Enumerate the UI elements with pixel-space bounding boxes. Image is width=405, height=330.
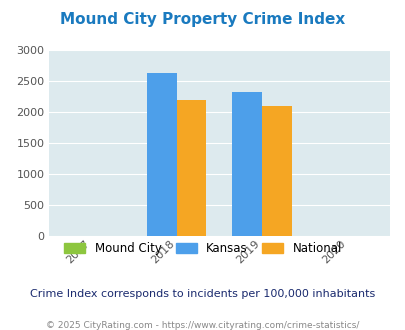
Text: © 2025 CityRating.com - https://www.cityrating.com/crime-statistics/: © 2025 CityRating.com - https://www.city…: [46, 321, 359, 330]
Bar: [176, 100, 206, 236]
Text: Mound City Property Crime Index: Mound City Property Crime Index: [60, 12, 345, 26]
Text: Crime Index corresponds to incidents per 100,000 inhabitants: Crime Index corresponds to incidents per…: [30, 289, 375, 299]
Bar: [261, 106, 291, 236]
Bar: [232, 92, 261, 236]
Legend: Mound City, Kansas, National: Mound City, Kansas, National: [59, 237, 346, 260]
Bar: [147, 73, 176, 236]
